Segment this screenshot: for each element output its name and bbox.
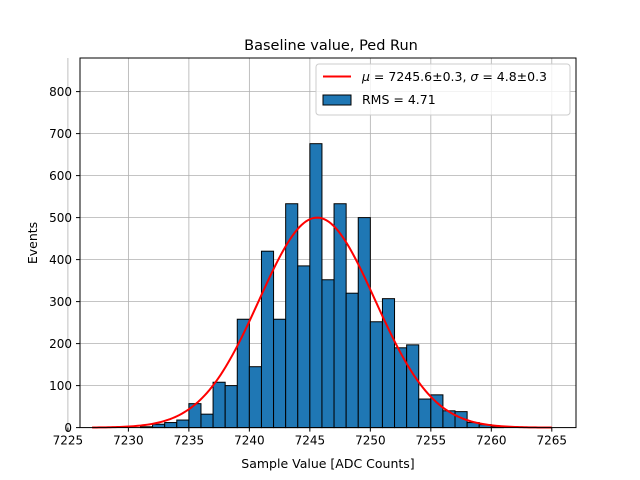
histogram-bar <box>406 344 420 429</box>
x-tick-label: 7230 <box>113 434 144 448</box>
x-axis-label: Sample Value [ADC Counts] <box>241 456 414 471</box>
x-tick-label: 7250 <box>355 434 386 448</box>
histogram-bar <box>345 292 359 429</box>
legend-histogram-swatch <box>322 94 352 106</box>
y-tick-label: 600 <box>49 169 72 183</box>
plot-frame <box>79 57 577 429</box>
legend-mu-symbol: μ <box>361 69 370 84</box>
histogram-bar <box>200 413 214 429</box>
histogram-bar <box>333 203 347 429</box>
chart-title: Baseline value, Ped Run <box>244 38 418 54</box>
x-tick-label: 7225 <box>53 434 84 448</box>
x-tick-label: 7245 <box>295 434 326 448</box>
legend-mu-value: = 7245.6±0.3, <box>370 69 470 84</box>
x-tick-label: 7240 <box>234 434 265 448</box>
gaussian-fit-curve <box>92 216 552 429</box>
legend-box <box>315 63 571 116</box>
histogram-bar <box>369 321 383 429</box>
legend: μ = 7245.6±0.3, σ = 4.8±0.3 RMS = 4.71 <box>315 63 571 116</box>
histogram-bar <box>248 366 262 429</box>
y-tick-label: 500 <box>49 211 72 225</box>
y-tick-label: 0 <box>64 421 72 435</box>
y-tick-label: 300 <box>49 295 72 309</box>
y-tick-label: 400 <box>49 253 72 267</box>
histogram-bar <box>212 381 226 429</box>
histogram-bar <box>309 143 323 429</box>
x-tick-label: 7235 <box>174 434 205 448</box>
histogram-bar <box>152 423 166 429</box>
y-tick-label: 800 <box>49 85 72 99</box>
legend-fit-label: μ = 7245.6±0.3, σ = 4.8±0.3 <box>361 69 547 84</box>
y-tick-label: 200 <box>49 337 72 351</box>
legend-sigma-value: = 4.8±0.3 <box>478 69 547 84</box>
y-axis-ticks: 0 100 200 300 400 500 600 700 800 <box>49 85 80 435</box>
x-tick-label: 7260 <box>476 434 507 448</box>
histogram-bar <box>273 318 287 429</box>
histogram-bar <box>164 422 178 429</box>
histogram-bar <box>260 250 275 429</box>
y-tick-label: 700 <box>49 127 72 141</box>
legend-histogram-label: RMS = 4.71 <box>362 92 436 107</box>
histogram-bar <box>176 419 190 429</box>
x-axis-ticks: 7225 7230 7235 7240 7245 7250 7255 7260 7265 <box>53 427 568 448</box>
y-axis-label: Events <box>25 222 40 264</box>
histogram-bar <box>418 398 432 429</box>
x-tick-label: 7265 <box>537 434 568 448</box>
histogram-bars <box>139 143 504 429</box>
x-tick-label: 7255 <box>416 434 447 448</box>
histogram-bar <box>297 265 311 429</box>
histogram-bar <box>357 217 371 429</box>
legend-sigma-symbol: σ <box>470 69 479 84</box>
histogram-bar <box>224 385 238 429</box>
histogram-bar <box>321 279 335 429</box>
y-tick-label: 100 <box>49 379 72 393</box>
